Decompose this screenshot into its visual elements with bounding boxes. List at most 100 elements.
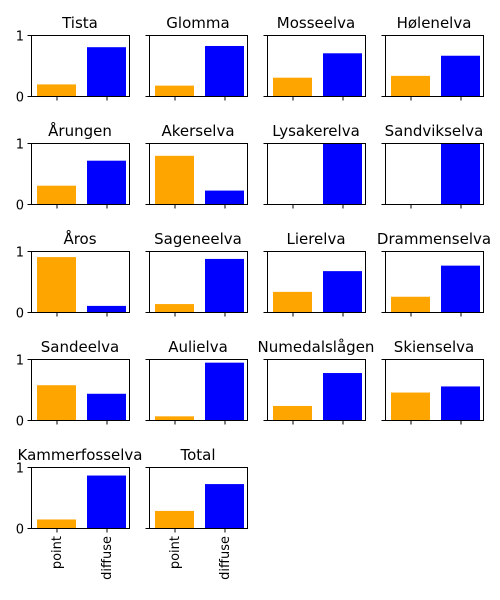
- bar-holenelva-point: [391, 75, 430, 96]
- panel-tista: Tista 0 1: [16, 14, 130, 106]
- bar-skienselva-diffuse: [441, 386, 480, 420]
- panel-sandvikselva: Sandvikselva: [381, 122, 484, 209]
- bar-lysakerelva-diffuse: [323, 143, 362, 204]
- axes-frame: [149, 35, 248, 97]
- bar-sageneelva-point: [155, 304, 194, 312]
- bar-aros-point: [37, 257, 76, 312]
- x-tick-label-diffuse: diffuse: [100, 536, 115, 580]
- bar-mosseelva-diffuse: [323, 53, 362, 96]
- panel-sageneelva: Sageneelva: [145, 230, 248, 317]
- panel-title: Kammerfosselva: [18, 446, 143, 464]
- bar-lierelva-point: [273, 291, 312, 312]
- axes-frame: [149, 143, 248, 205]
- y-tick-label: 1: [16, 462, 24, 477]
- bar-tista-diffuse: [87, 47, 126, 96]
- panel-title: Sandvikselva: [385, 122, 484, 140]
- panel-aulielva: Aulielva: [145, 338, 248, 425]
- bar-sandeelva-diffuse: [87, 393, 126, 420]
- bar-total-diffuse: [205, 484, 244, 528]
- x-tick-label-point: point: [50, 536, 65, 569]
- panel-title: Skienselva: [394, 338, 474, 356]
- axes-frame: [267, 35, 366, 97]
- panel-total: Total point diffuse: [145, 446, 248, 580]
- axes-frame: [267, 251, 366, 313]
- axes-frame: [31, 143, 130, 205]
- bar-aulielva-point: [155, 416, 194, 420]
- panel-title: Hølenelva: [397, 14, 472, 32]
- bar-sandvikselva-diffuse: [441, 143, 480, 204]
- axes-frame: [31, 35, 130, 97]
- bar-numedalslagen-diffuse: [323, 373, 362, 420]
- panel-lysakerelva: Lysakerelva: [263, 122, 366, 209]
- bar-glomma-diffuse: [205, 45, 244, 96]
- panel-title: Lysakerelva: [272, 122, 360, 140]
- panel-aros: Åros 0 1: [16, 229, 130, 322]
- bar-sageneelva-diffuse: [205, 258, 244, 312]
- y-tick-label: 0: [16, 415, 24, 430]
- panel-title: Tista: [61, 14, 98, 32]
- axes-frame: [267, 359, 366, 421]
- panel-title: Lierelva: [286, 230, 345, 248]
- panel-title: Numedalslågen: [258, 338, 375, 356]
- x-tick-label-point: point: [168, 536, 183, 569]
- axes-frame: [385, 251, 484, 313]
- bar-kammerfosselva-diffuse: [87, 475, 126, 528]
- axes-frame: [149, 359, 248, 421]
- panel-lierelva: Lierelva: [263, 230, 366, 317]
- y-tick-label: 1: [16, 354, 24, 369]
- axes-frame: [385, 143, 484, 205]
- bar-sandeelva-point: [37, 385, 76, 420]
- panel-title: Sandeelva: [41, 338, 119, 356]
- bar-holenelva-diffuse: [441, 55, 480, 96]
- panel-title: Mosseelva: [277, 14, 355, 32]
- bar-skienselva-point: [391, 392, 430, 420]
- y-tick-label: 0: [16, 199, 24, 214]
- panel-title: Drammenselva: [377, 230, 491, 248]
- y-tick-label: 0: [16, 307, 24, 322]
- panel-title: Sageneelva: [154, 230, 242, 248]
- panel-arungen: Årungen 0 1: [16, 121, 130, 214]
- panel-holenelva: Hølenelva: [381, 14, 484, 101]
- bar-kammerfosselva-point: [37, 519, 76, 528]
- bar-drammenselva-point: [391, 296, 430, 312]
- axes-frame: [149, 251, 248, 313]
- y-tick-label: 1: [16, 138, 24, 153]
- axes-frame: [31, 251, 130, 313]
- axes-frame: [385, 35, 484, 97]
- panel-title: Årungen: [48, 121, 112, 140]
- panel-akerselva: Akerselva: [145, 122, 248, 209]
- y-tick-label: 0: [16, 523, 24, 538]
- bar-arungen-diffuse: [87, 160, 126, 204]
- bar-mosseelva-point: [273, 77, 312, 96]
- panel-title: Åros: [63, 229, 96, 248]
- y-tick-label: 1: [16, 246, 24, 261]
- panel-title: Aulielva: [168, 338, 228, 356]
- bar-drammenselva-diffuse: [441, 265, 480, 312]
- y-tick-label: 1: [16, 30, 24, 45]
- axes-frame: [385, 359, 484, 421]
- axes-frame: [149, 467, 248, 529]
- axes-frame: [267, 143, 366, 205]
- axes-frame: [31, 359, 130, 421]
- panel-numedalslagen: Numedalslågen: [258, 338, 375, 425]
- panel-sandeelva: Sandeelva 0 1: [16, 338, 130, 430]
- axes-frame: [31, 467, 130, 529]
- x-tick-label-diffuse: diffuse: [218, 536, 233, 580]
- bar-akerselva-diffuse: [205, 190, 244, 204]
- panel-kammerfosselva: Kammerfosselva 0 1 point diffuse: [16, 446, 143, 580]
- bar-total-point: [155, 510, 194, 528]
- panel-title: Akerselva: [161, 122, 234, 140]
- bar-glomma-point: [155, 85, 194, 96]
- panel-title: Total: [179, 446, 215, 464]
- panel-skienselva: Skienselva: [381, 338, 484, 425]
- bar-numedalslagen-point: [273, 405, 312, 420]
- panel-glomma: Glomma: [145, 14, 248, 101]
- y-tick-label: 0: [16, 91, 24, 106]
- panel-mosseelva: Mosseelva: [263, 14, 366, 101]
- panel-drammenselva: Drammenselva: [377, 230, 491, 317]
- bar-arungen-point: [37, 185, 76, 204]
- bar-aros-diffuse: [87, 305, 126, 312]
- bar-akerselva-point: [155, 155, 194, 204]
- bar-tista-point: [37, 84, 76, 96]
